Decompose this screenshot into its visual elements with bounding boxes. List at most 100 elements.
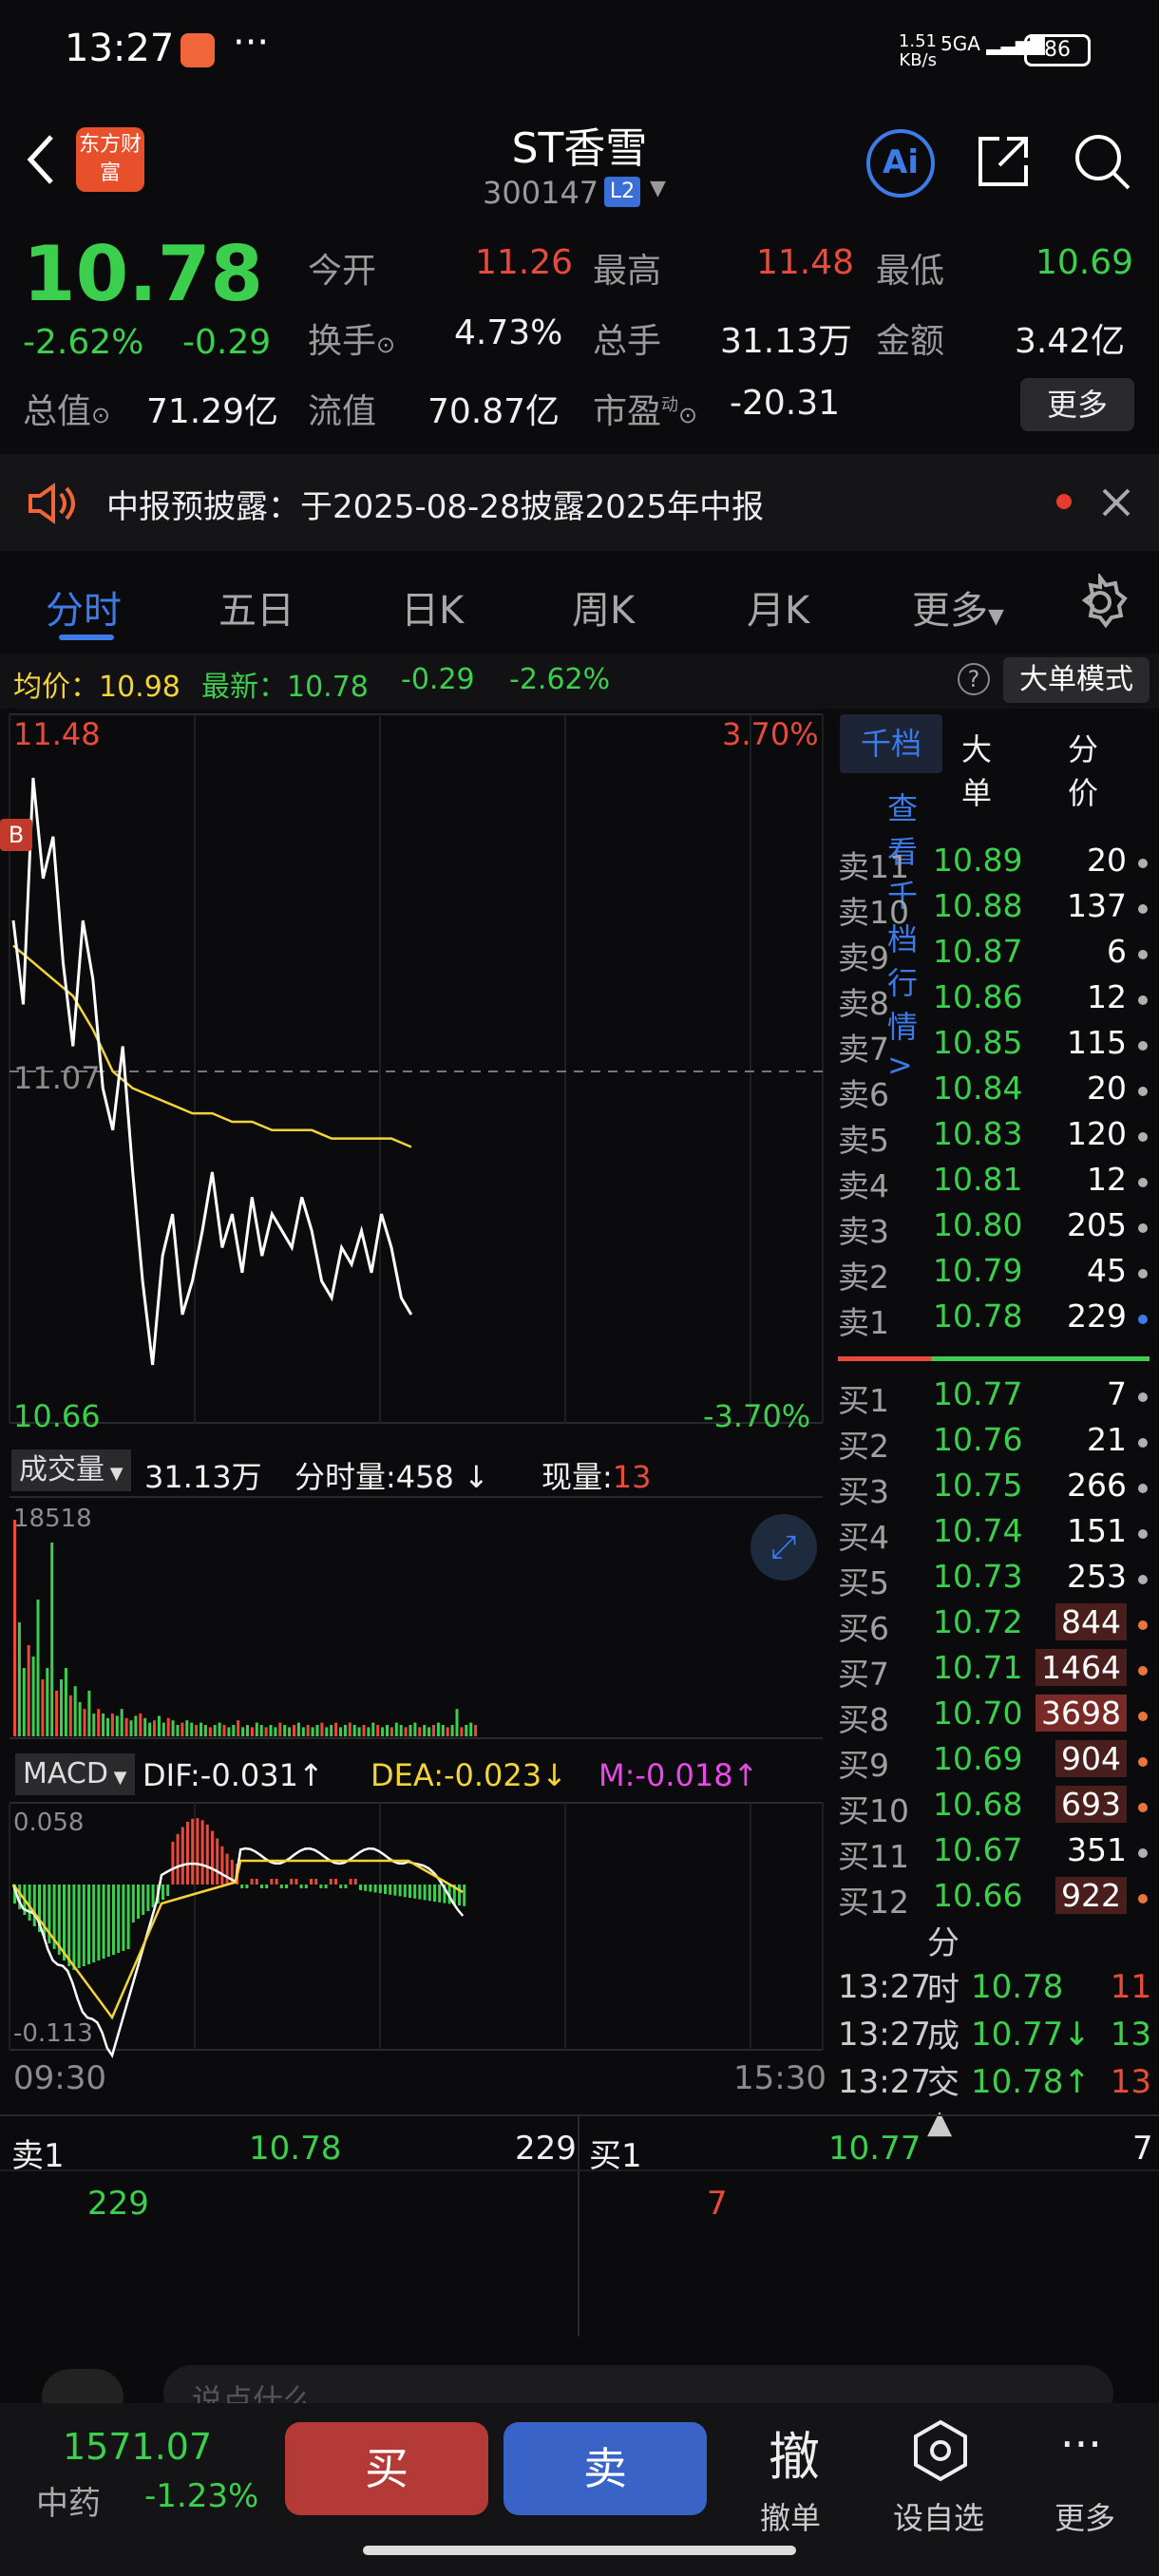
help-icon[interactable]: ? [958, 663, 990, 695]
ticks-title[interactable]: 分时成交 ▲ [927, 1924, 960, 2141]
bid-label: 买4 [838, 1519, 889, 1556]
notice-bar[interactable]: 中报预披露：于2025-08-28披露2025年中报 [0, 454, 1159, 551]
bid-row[interactable]: 买11 10.67 351 [838, 1831, 1151, 1877]
ask-row[interactable]: 卖4 10.81 12 [838, 1161, 1151, 1206]
price-line [11, 777, 413, 1366]
network-speed: 1.51 KB/s [898, 31, 937, 70]
volume-bar [288, 1727, 292, 1736]
ask-volume: 205 [1067, 1206, 1127, 1243]
more-quote-button[interactable]: 更多 [1020, 378, 1134, 431]
cancel-order-button[interactable]: 撤单 [760, 2500, 822, 2536]
bid-row[interactable]: 买1 10.77 7 [838, 1375, 1151, 1421]
tick-volume: 11 [1110, 1968, 1151, 2006]
macd-selector[interactable]: MACD ▼ [15, 1753, 135, 1795]
macd-bar [279, 1885, 283, 1888]
macd-bar [205, 1824, 209, 1885]
tab-daily-k[interactable]: 日K [401, 589, 465, 633]
ask-row[interactable]: 卖1 10.78 229 [838, 1297, 1151, 1343]
ask-row[interactable]: 卖10 10.88 137 [838, 887, 1151, 933]
tab-intraday[interactable]: 分时 [46, 589, 122, 633]
index-pct[interactable]: -1.23% [144, 2477, 259, 2515]
ask-row[interactable]: 卖8 10.86 12 [838, 978, 1151, 1024]
ai-assistant-button[interactable]: Ai [866, 129, 935, 198]
ask-row[interactable]: 卖2 10.79 45 [838, 1252, 1151, 1297]
volume-bar [293, 1725, 295, 1736]
volume-bar [381, 1727, 385, 1736]
ask-label: 卖11 [838, 848, 909, 885]
bid-row[interactable]: 买3 10.75 266 [838, 1467, 1151, 1512]
sell-button[interactable]: 卖 [504, 2422, 707, 2515]
tab-level-book[interactable]: 千档 [840, 714, 942, 773]
macd-bar [230, 1859, 234, 1885]
macd-bar [378, 1885, 382, 1894]
bid-price: 10.67 [933, 1831, 1023, 1868]
macd-bar [463, 1885, 466, 1906]
macd-bar [339, 1885, 343, 1888]
l2-badge: L2 [604, 177, 640, 207]
view-full-book-link[interactable]: 查看千档行情 > [887, 790, 919, 1083]
level1-ask-vol: 229 [515, 2130, 577, 2168]
volume-bar [390, 1727, 393, 1736]
buy-marker[interactable]: B [0, 819, 32, 851]
tab-big-orders[interactable]: 大单 [961, 731, 993, 811]
index-value[interactable]: 1571.07 [63, 2426, 213, 2468]
add-watchlist-button[interactable]: 设自选 [893, 2500, 985, 2536]
ask-row[interactable]: 卖3 10.80 205 [838, 1206, 1151, 1252]
macd-bar [146, 1885, 150, 1911]
bid-row[interactable]: 买7 10.71 1464 [838, 1649, 1151, 1695]
tab-price-dist[interactable]: 分价 [1068, 731, 1099, 811]
tab-five-day[interactable]: 五日 [218, 589, 294, 633]
macd-bar [57, 1885, 61, 1955]
share-icon[interactable] [973, 131, 1034, 192]
macd-bar [344, 1885, 348, 1888]
volume-selector[interactable]: 成交量 ▼ [11, 1449, 131, 1491]
stock-code[interactable]: 300147 [483, 175, 599, 211]
intraday-chart[interactable] [0, 709, 832, 2109]
ask-row[interactable]: 卖7 10.85 115 [838, 1024, 1151, 1070]
search-icon[interactable] [1072, 131, 1132, 192]
dif-line [11, 1847, 465, 2058]
bid-row[interactable]: 买10 10.68 693 [838, 1786, 1151, 1831]
ask-row[interactable]: 卖11 10.89 20 [838, 842, 1151, 887]
close-icon[interactable] [1100, 486, 1132, 519]
bid-price: 10.74 [933, 1512, 1023, 1549]
chevron-down-icon[interactable]: ▼ [650, 177, 666, 200]
bid-row[interactable]: 买12 10.66 922 [838, 1877, 1151, 1923]
bid-row[interactable]: 买9 10.69 904 [838, 1740, 1151, 1786]
bid-volume: 844 [1055, 1603, 1127, 1640]
notice-text[interactable]: 中报预披露：于2025-08-28披露2025年中报 [106, 488, 765, 526]
more-dots-icon[interactable]: ··· [1060, 2418, 1102, 2470]
ask-label: 卖4 [838, 1167, 889, 1204]
tick-price: 10.78 [971, 1968, 1064, 2006]
ask-row[interactable]: 卖6 10.84 20 [838, 1070, 1151, 1115]
bid-label: 买1 [838, 1382, 889, 1419]
macd-bar [433, 1885, 436, 1902]
expand-icon[interactable]: ⤢ [750, 1514, 817, 1581]
watchlist-icon[interactable] [910, 2418, 971, 2483]
bid-row[interactable]: 买2 10.76 21 [838, 1421, 1151, 1467]
bid-volume: 7 [1107, 1375, 1127, 1412]
bid-row[interactable]: 买8 10.70 3698 [838, 1695, 1151, 1740]
tab-weekly-k[interactable]: 周K [572, 589, 636, 633]
bid-row[interactable]: 买4 10.74 151 [838, 1512, 1151, 1558]
bid-dot [1138, 1620, 1148, 1630]
ask-row[interactable]: 卖5 10.83 120 [838, 1115, 1151, 1161]
chart-area[interactable]: 11.48 3.70% 11.07 10.66 -3.70% B 成交量 ▼ 3… [0, 709, 832, 2109]
gear-icon[interactable] [1072, 574, 1129, 631]
volume-bar [162, 1722, 165, 1736]
bid-volume: 904 [1055, 1740, 1127, 1777]
index-name[interactable]: 中药 [36, 2485, 101, 2523]
bid-row[interactable]: 买5 10.73 253 [838, 1558, 1151, 1603]
tab-more[interactable]: 更多▼ [912, 589, 1004, 633]
bid-row[interactable]: 买6 10.72 844 [838, 1603, 1151, 1649]
bid-volume: 151 [1067, 1512, 1127, 1549]
big-order-mode-button[interactable]: 大单模式 [1003, 657, 1150, 703]
more-button[interactable]: 更多 [1054, 2500, 1116, 2536]
buy-button[interactable]: 买 [285, 2422, 488, 2515]
ask-row[interactable]: 卖9 10.87 6 [838, 933, 1151, 978]
tab-monthly-k[interactable]: 月K [747, 589, 810, 633]
cancel-order-icon[interactable]: 撤 [769, 2427, 820, 2487]
macd-bar [63, 1885, 66, 1960]
macd-top: 0.058 [13, 1809, 85, 1837]
back-icon[interactable] [23, 129, 61, 190]
